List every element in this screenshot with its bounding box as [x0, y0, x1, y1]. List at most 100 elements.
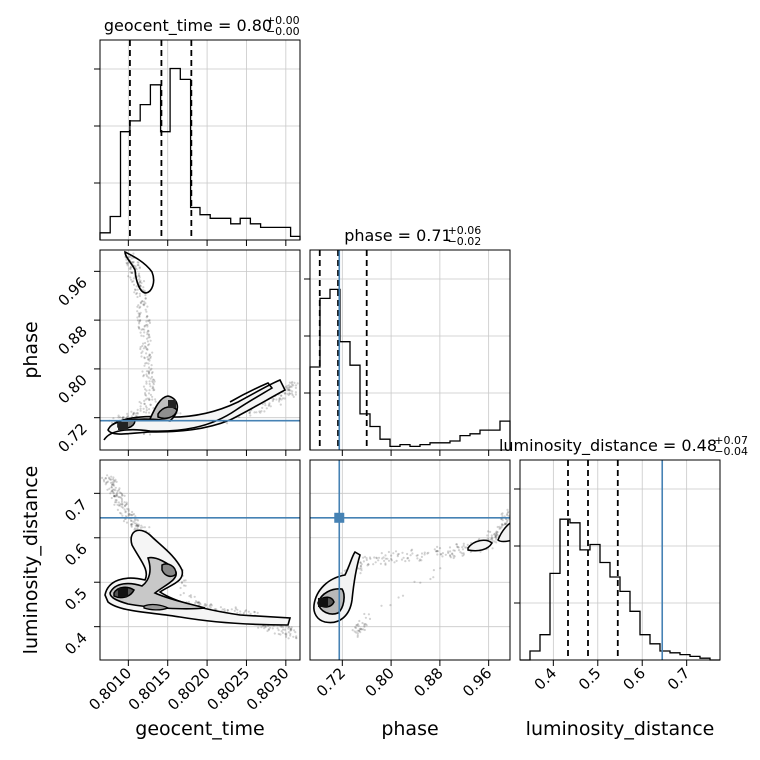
- scatter-point: [145, 382, 148, 385]
- scatter-point: [145, 337, 149, 340]
- scatter-point: [401, 551, 404, 554]
- scatter-point: [436, 545, 439, 549]
- scatter-point: [138, 313, 141, 316]
- scatter-point: [489, 538, 492, 541]
- scatter-point: [196, 601, 199, 604]
- scatter-point: [121, 494, 124, 497]
- scatter-point: [132, 260, 135, 264]
- scatter-point: [136, 288, 139, 291]
- scatter-point: [132, 411, 136, 414]
- scatter-point: [287, 393, 290, 397]
- scatter-point: [267, 628, 271, 631]
- scatter-point: [137, 325, 140, 328]
- scatter-point: [151, 398, 154, 401]
- scatter-point: [360, 628, 363, 631]
- scatter-point: [136, 525, 139, 528]
- scatter-point: [138, 322, 141, 325]
- scatter-point: [112, 481, 115, 484]
- scatter-point: [134, 265, 137, 268]
- scatter-point: [139, 409, 142, 412]
- scatter-point: [102, 478, 105, 481]
- scatter-point: [121, 416, 124, 419]
- scatter-point: [495, 531, 498, 534]
- scatter-point: [142, 410, 145, 414]
- scatter-point: [284, 385, 287, 388]
- scatter-point: [489, 530, 492, 534]
- scatter-point: [136, 316, 139, 319]
- scatter-point: [151, 371, 154, 374]
- scatter-point: [284, 632, 287, 636]
- scatter-point: [295, 636, 298, 639]
- scatter-point: [436, 550, 439, 553]
- scatter-point: [495, 530, 498, 533]
- y-tick-label: 0.6: [61, 540, 91, 570]
- scatter-point: [287, 637, 290, 640]
- scatter-point: [129, 267, 132, 271]
- scatter-point: [114, 486, 117, 489]
- panel-frame: [99, 459, 301, 661]
- scatter-point: [112, 483, 115, 486]
- scatter-point: [268, 403, 271, 406]
- scatter-point: [281, 397, 285, 400]
- scatter-point: [131, 280, 134, 283]
- scatter-point: [138, 320, 141, 323]
- scatter-point: [433, 548, 436, 551]
- scatter-point: [141, 350, 144, 353]
- scatter-point: [135, 285, 138, 288]
- panel-frame: [519, 459, 721, 661]
- scatter-point: [197, 600, 200, 604]
- scatter-point: [495, 538, 498, 541]
- scatter-point: [144, 346, 147, 349]
- scatter-point: [459, 551, 462, 554]
- scatter-point: [147, 370, 150, 373]
- x-axis-label: phase: [381, 718, 438, 740]
- scatter-point: [409, 554, 412, 557]
- scatter-point: [148, 366, 151, 369]
- scatter-point: [402, 556, 405, 559]
- scatter-point: [182, 592, 185, 595]
- scatter-point: [404, 560, 407, 563]
- scatter-point: [420, 559, 423, 562]
- scatter-point: [114, 499, 117, 502]
- panel-frame: [99, 39, 301, 241]
- scatter-point: [462, 552, 465, 555]
- scatter-point: [146, 315, 149, 318]
- scatter-point: [362, 560, 365, 563]
- scatter-point: [126, 264, 129, 267]
- scatter-point: [293, 381, 296, 384]
- scatter-point: [194, 600, 198, 603]
- scatter-point: [142, 347, 145, 350]
- scatter-point: [375, 557, 378, 560]
- scatter-point: [132, 280, 135, 283]
- scatter-point: [289, 627, 292, 630]
- scatter-point: [188, 595, 191, 598]
- scatter-point: [280, 394, 283, 397]
- scatter-point: [356, 635, 359, 639]
- scatter-point: [457, 549, 461, 552]
- scatter-point: [513, 518, 515, 520]
- scatter-point: [382, 556, 385, 559]
- scatter-point: [153, 380, 156, 383]
- histogram-luminosity-distance: [520, 518, 720, 661]
- scatter-point: [124, 510, 127, 513]
- scatter-point: [244, 609, 248, 612]
- scatter-point: [123, 494, 126, 497]
- scatter-point: [106, 474, 109, 477]
- scatter-point: [145, 380, 148, 383]
- scatter-point: [145, 394, 148, 397]
- y-axis-label: phase: [20, 321, 42, 378]
- scatter-point: [494, 532, 497, 535]
- scatter-point: [506, 511, 509, 514]
- scatter-point: [133, 288, 137, 291]
- scatter-point: [500, 523, 504, 526]
- scatter-point: [113, 488, 116, 491]
- x-tick-label: 0.88: [410, 664, 446, 700]
- x-tick-label: 0.8010: [85, 664, 135, 714]
- scatter-point: [264, 625, 267, 629]
- scatter-point: [356, 624, 359, 627]
- scatter-point: [390, 557, 393, 561]
- density-peak: [118, 422, 128, 430]
- scatter-point: [374, 561, 377, 564]
- scatter-point: [461, 548, 465, 551]
- scatter-point: [505, 523, 508, 526]
